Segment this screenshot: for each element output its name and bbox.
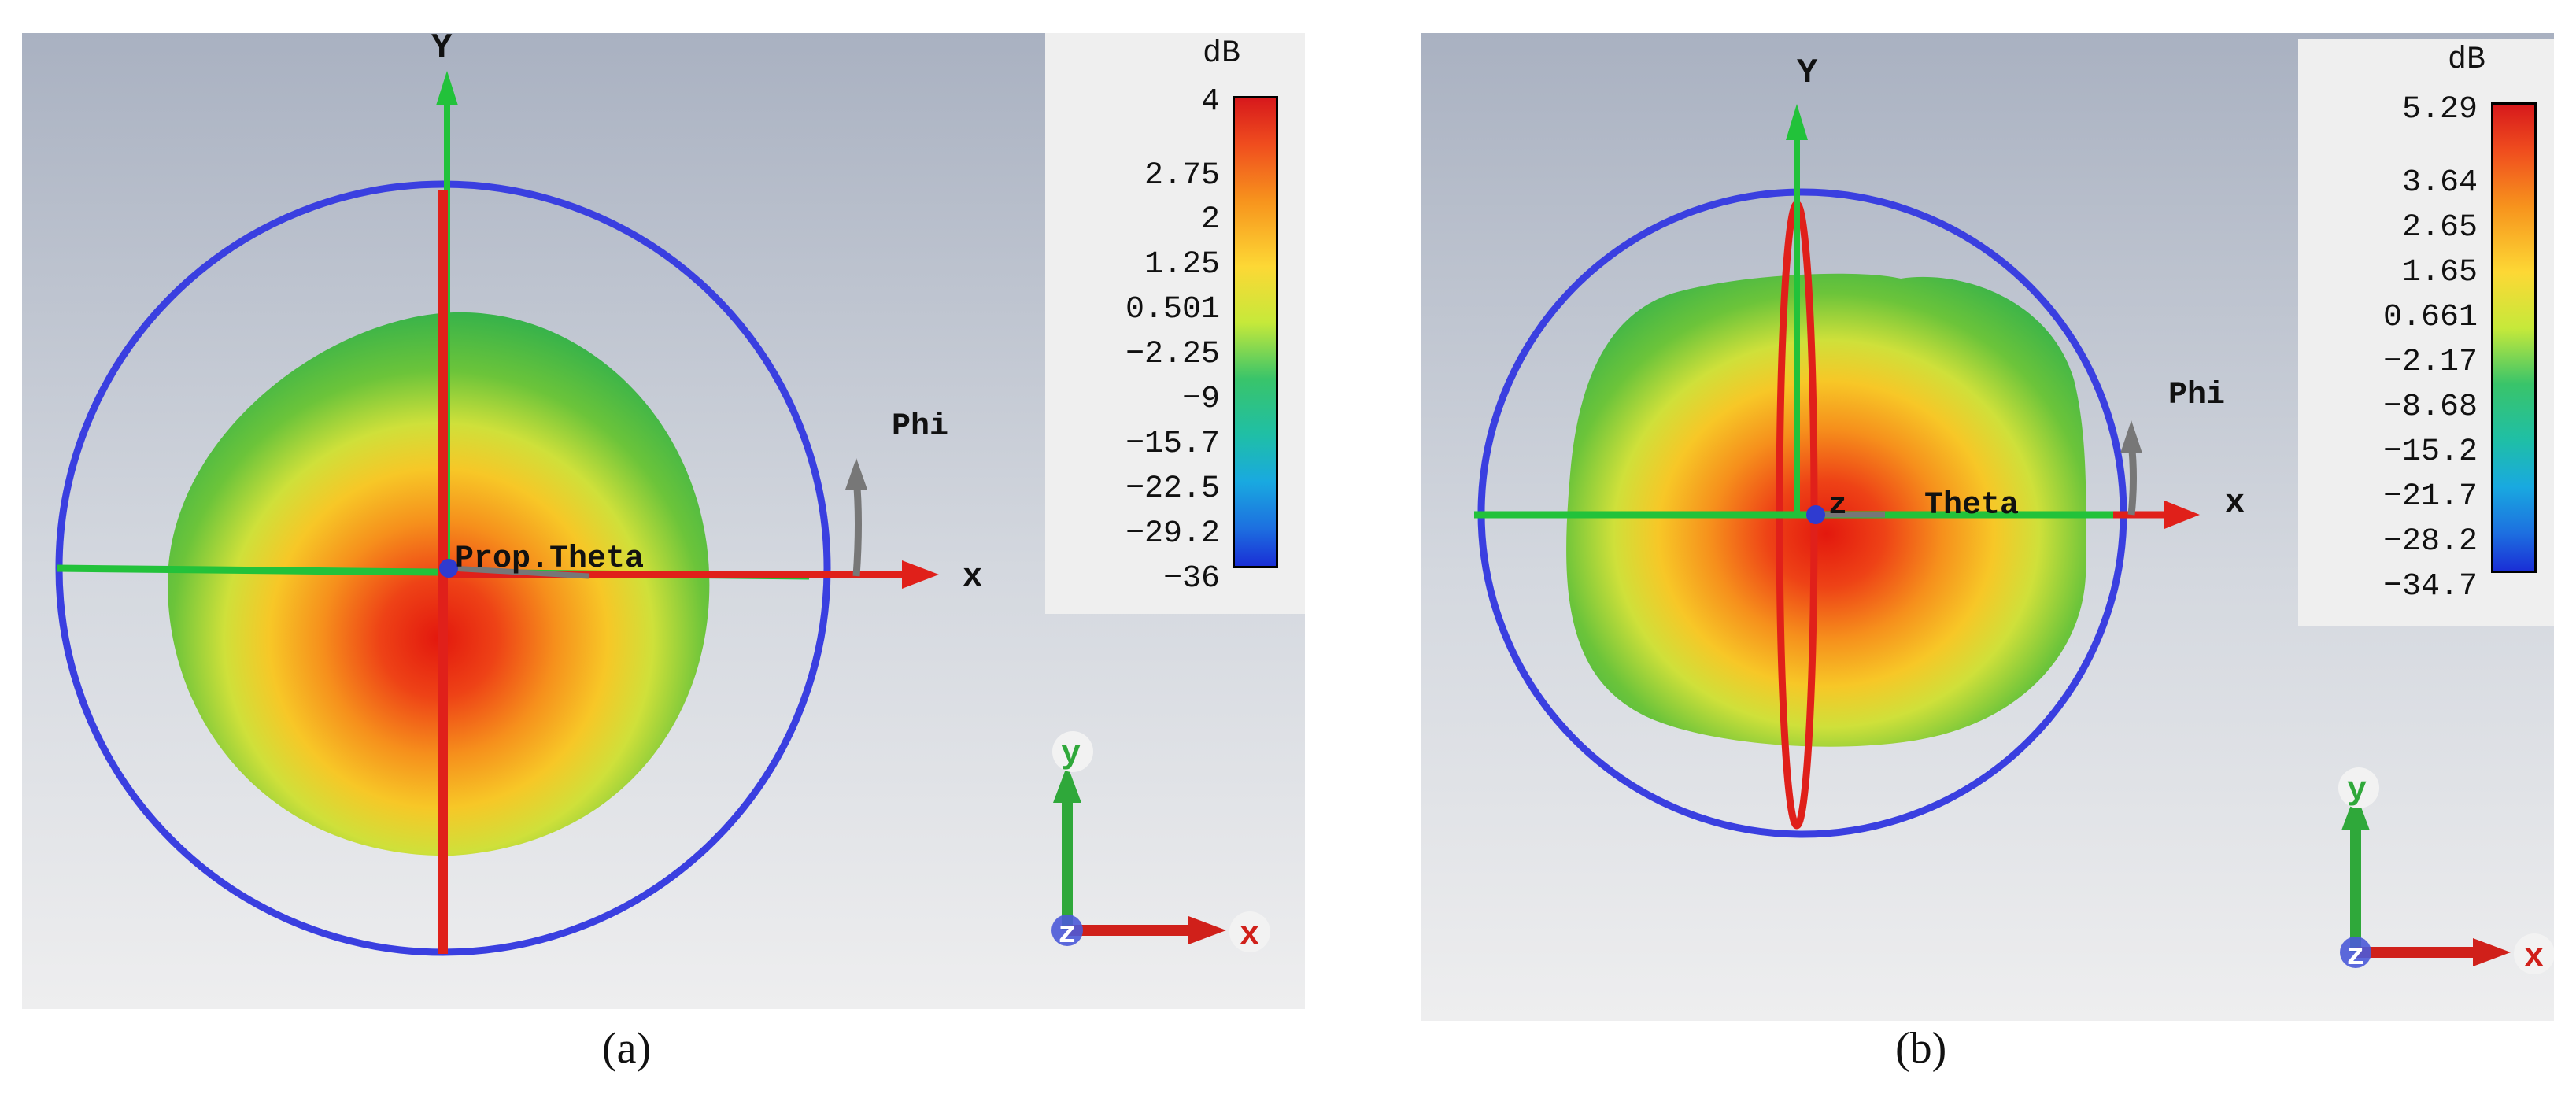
colorbar-ticks: 5.29 3.64 2.65 1.65 0.661 −2.17 −8.68 −1…: [2298, 39, 2478, 626]
caption-a: (a): [602, 1024, 652, 1073]
colorbar-ticks: 4 2.75 2 1.25 0.501 −2.25 −9 −15.7 −22.5…: [1045, 33, 1220, 614]
colorbar-tick: −28.2: [2382, 524, 2478, 560]
center-label: Prop.Theta: [455, 541, 644, 577]
colorbar-tick: −22.5: [1125, 471, 1220, 507]
theta-label: Theta: [1924, 488, 2019, 523]
y-axis-arrowhead: [436, 71, 458, 105]
phi-arrowhead: [2120, 420, 2142, 453]
pattern-view-a: Y x Phi Prop.Theta y z x dB 4 2.75 2 1.2…: [22, 33, 1305, 1009]
colorbar-tick: −29.2: [1125, 516, 1220, 552]
triad-x-label: x: [2524, 938, 2544, 976]
colorbar-tick: −21.7: [2382, 479, 2478, 515]
orientation-triad: y z x: [1051, 731, 1270, 954]
colorbar-tick: 3.64: [2401, 165, 2478, 201]
colorbar: [1233, 96, 1278, 568]
caption-b: (b): [1895, 1024, 1947, 1073]
colorbar-tick: −2.25: [1125, 337, 1220, 372]
radiation-lobe: [1566, 273, 2086, 747]
phi-arrowhead: [845, 458, 867, 490]
colorbar-tick: −34.7: [2382, 569, 2478, 604]
colorbar-tick: 5.29: [2401, 92, 2478, 128]
triad-z-label: z: [2346, 939, 2365, 974]
y-axis-label: Y: [1797, 54, 1818, 93]
colorbar-tick: 0.661: [2382, 300, 2478, 335]
phi-label: Phi: [2168, 378, 2225, 413]
x-axis-arrowhead: [902, 560, 939, 589]
colorbar-legend: dB 4 2.75 2 1.25 0.501 −2.25 −9 −15.7 −2…: [1045, 33, 1305, 614]
origin-dot: [439, 559, 458, 578]
pattern-view-b: Y x Phi z Theta y z x dB 5.29 3.64 2.65 …: [1421, 33, 2554, 1021]
colorbar-tick: 1.65: [2401, 255, 2478, 290]
colorbar-tick: −8.68: [2382, 390, 2478, 425]
colorbar-unit: dB: [2448, 43, 2486, 78]
colorbar-tick: 1.25: [1144, 247, 1220, 283]
x-axis-arrowhead: [2164, 501, 2200, 529]
x-axis-label: x: [2225, 484, 2245, 522]
triad-y-label: y: [1061, 735, 1081, 773]
triad-z-label: z: [1058, 917, 1077, 952]
phi-label: Phi: [892, 409, 948, 445]
theta-arrow: [450, 565, 589, 579]
colorbar-tick: −15.7: [1125, 427, 1220, 462]
colorbar-tick: −36: [1162, 561, 1220, 597]
colorbar-tick: 4: [1200, 84, 1220, 120]
colorbar-legend: dB 5.29 3.64 2.65 1.65 0.661 −2.17 −8.68…: [2298, 39, 2554, 626]
orientation-triad: y z x: [2338, 767, 2554, 976]
colorbar-tick: −2.17: [2382, 345, 2478, 380]
colorbar-tick: 2.75: [1144, 158, 1220, 194]
triad-x-label: x: [1240, 916, 1259, 954]
colorbar-tick: −9: [1181, 382, 1220, 417]
colorbar-tick: 0.501: [1125, 292, 1220, 327]
y-axis-arrowhead: [1786, 104, 1808, 140]
colorbar-unit: dB: [1203, 36, 1241, 72]
colorbar-tick: 2: [1200, 202, 1220, 238]
phi-arrow: [852, 477, 862, 577]
colorbar-tick: 2.65: [2401, 210, 2478, 246]
triad-y-label: y: [2347, 771, 2367, 809]
x-axis-label: x: [963, 558, 982, 596]
origin-dot: [1806, 505, 1825, 524]
colorbar: [2491, 102, 2537, 573]
y-axis-label: Y: [431, 33, 453, 68]
center-z-label: z: [1828, 488, 1847, 523]
colorbar-tick: −15.2: [2382, 434, 2478, 470]
